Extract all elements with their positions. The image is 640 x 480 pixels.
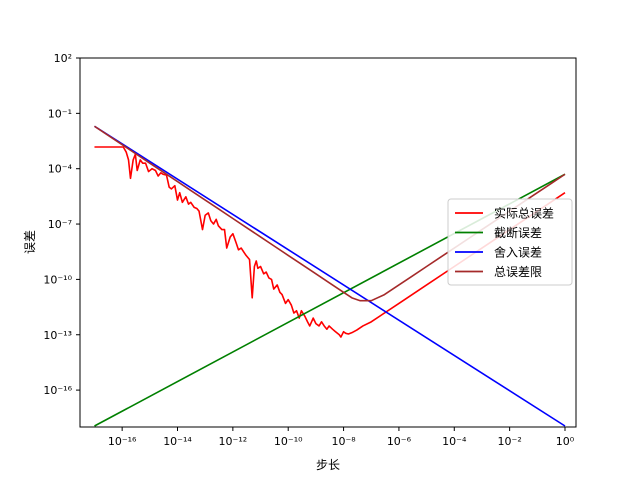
- legend-label: 舍入误差: [494, 245, 542, 260]
- x-axis-label: 步长: [316, 458, 340, 472]
- y-tick-label: 10⁻⁴: [48, 163, 73, 176]
- y-axis-label: 误差: [23, 230, 37, 254]
- legend-label: 截断误差: [494, 225, 542, 240]
- x-tick-label: 10⁻⁸: [331, 435, 356, 448]
- y-tick-label: 10²: [54, 52, 72, 65]
- legend-frame: [447, 198, 573, 286]
- plot-frame: [79, 57, 577, 428]
- y-tick-label: 10⁻⁷: [48, 218, 72, 231]
- series-line-1: [94, 146, 566, 338]
- x-tick-label: 10⁻²: [498, 435, 522, 448]
- x-tick-label: 10⁻⁶: [387, 435, 412, 448]
- x-tick-label: 10⁻⁴: [442, 435, 467, 448]
- x-tick-label: 10⁻¹⁰: [274, 435, 303, 448]
- y-tick-label: 10⁻¹: [48, 107, 72, 120]
- y-tick-label: 10⁻¹³: [43, 329, 72, 342]
- legend-label: 总误差限: [494, 265, 542, 279]
- x-tick-label: 10⁻¹²: [219, 435, 248, 448]
- legend-label: 实际总误差: [494, 206, 554, 221]
- x-axis: 10⁻¹⁶ 10⁻¹⁴ 10⁻¹² 10⁻¹⁰ 10⁻⁸ 10⁻⁶ 10⁻⁴ 10⁻² 10⁰: [108, 427, 575, 448]
- x-tick-label: 10⁻¹⁶: [108, 435, 137, 448]
- x-tick-label: 10⁻¹⁴: [163, 435, 192, 448]
- y-tick-label: 10⁻¹⁰: [43, 273, 72, 286]
- x-tick-label: 10⁰: [556, 435, 575, 448]
- series-line-3: [94, 125, 566, 427]
- y-tick-label: 10⁻¹⁶: [43, 384, 72, 397]
- y-axis: 10⁻¹⁶ 10⁻¹³ 10⁻¹⁰ 10⁻⁷ 10⁻⁴ 10⁻¹ 10²: [43, 52, 80, 397]
